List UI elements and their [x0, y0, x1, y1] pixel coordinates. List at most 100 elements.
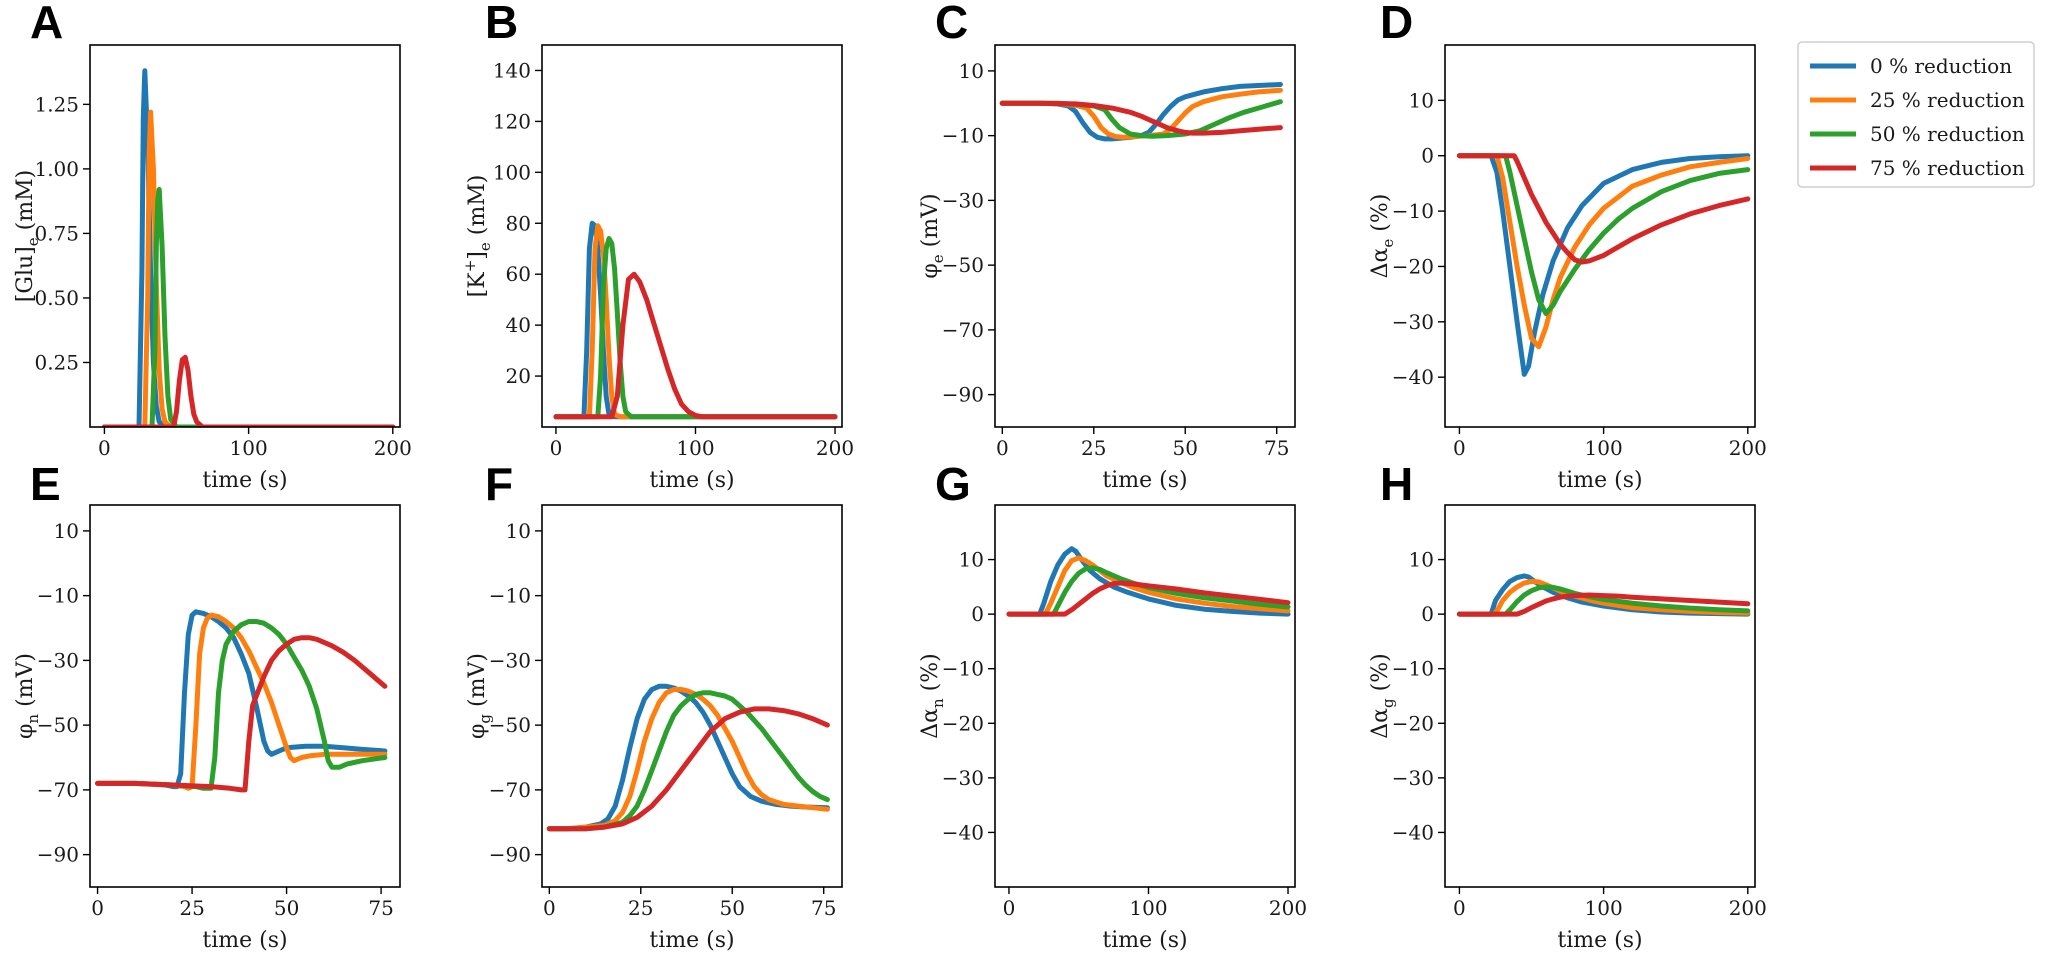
y-tick-label: 20: [506, 364, 531, 388]
x-tick-label: 0: [1453, 436, 1466, 460]
y-tick-label: −20: [1392, 254, 1434, 278]
series-line-75pct: [546, 706, 830, 832]
y-tick-label: 100: [493, 160, 531, 184]
x-axis-label: time (s): [202, 928, 287, 953]
y-tick-label: 10: [506, 519, 531, 543]
legend: 0 % reduction 25 % reduction 50 % reductio…: [1797, 41, 2035, 188]
y-tick-label: 0: [1421, 144, 1434, 168]
x-tick-label: 0: [550, 436, 563, 460]
y-tick-label: 1.25: [34, 92, 79, 116]
legend-entry: 0 % reduction: [1870, 54, 2012, 78]
x-tick-label: 25: [1081, 436, 1106, 460]
panel-letter: F: [485, 458, 513, 510]
x-tick-label: 200: [1729, 436, 1767, 460]
series-group: [1456, 153, 1751, 377]
x-tick-label: 100: [1129, 896, 1167, 920]
y-tick-label: −30: [1392, 766, 1434, 790]
panel-e: E 0 25 50 75 10 −10 −30 −50 −70 −90 time (s) φn (mV): [13, 458, 401, 953]
plot-frame: [89, 504, 401, 888]
plot-frame: [994, 44, 1296, 428]
y-tick-label: 0.50: [34, 286, 79, 310]
y-tick-label: 10: [1409, 88, 1434, 112]
y-tick-label: 10: [1409, 548, 1434, 572]
x-tick-label: 200: [1269, 896, 1307, 920]
y-tick-label: −30: [1392, 310, 1434, 334]
x-tick-label: 0: [543, 896, 556, 920]
y-tick-label: 60: [506, 262, 531, 286]
y-tick-label: 0: [971, 602, 984, 626]
plot-frame: [994, 504, 1296, 888]
y-tick-label: −50: [489, 713, 531, 737]
x-axis-label: time (s): [202, 468, 287, 493]
series-line-75pct: [95, 635, 388, 793]
series-line-50pct: [553, 236, 838, 420]
series-line-75pct: [101, 354, 396, 427]
y-tick-label: −30: [942, 188, 984, 212]
series-line-50pct: [1456, 153, 1751, 316]
y-axis-label: Δαg (%): [1368, 653, 1397, 738]
y-tick-label: −70: [489, 778, 531, 802]
x-axis-label: time (s): [1557, 928, 1642, 953]
y-tick-label: −70: [37, 778, 79, 802]
panel-letter: E: [30, 458, 61, 510]
x-tick-label: 0: [91, 896, 104, 920]
x-tick-label: 100: [676, 436, 714, 460]
series-line-50pct: [101, 187, 396, 427]
series-line-50pct: [1456, 584, 1751, 617]
y-tick-label: −20: [1392, 711, 1434, 735]
series-line-75pct: [1456, 153, 1751, 265]
series-group: [101, 68, 396, 427]
series-line-25pct: [546, 687, 830, 832]
series-group: [999, 82, 1283, 142]
x-tick-label: 25: [628, 896, 653, 920]
y-tick-label: −40: [1392, 820, 1434, 844]
x-tick-label: 50: [720, 896, 745, 920]
y-tick-label: −90: [489, 843, 531, 867]
panel-letter: D: [1380, 0, 1413, 48]
panel-letter: B: [485, 0, 518, 48]
x-axis-label: time (s): [649, 468, 734, 493]
y-tick-label: 40: [506, 313, 531, 337]
panel-b: B 0 100 200 20 40 60 80 100 120 140 time (s) [K+]e (…: [461, 0, 854, 493]
x-tick-label: 0: [1453, 896, 1466, 920]
y-axis-label: φe (mV): [918, 193, 947, 278]
series-line-75pct: [553, 271, 838, 420]
x-axis-label: time (s): [1102, 468, 1187, 493]
x-tick-label: 100: [1585, 436, 1623, 460]
x-tick-label: 75: [811, 896, 836, 920]
y-tick-label: −90: [37, 843, 79, 867]
series-group: [1456, 573, 1751, 617]
y-axis-label: [Glu]e (mM): [13, 170, 42, 302]
y-tick-label: −10: [37, 584, 79, 608]
y-axis-label: Δαe (%): [1368, 194, 1397, 279]
series-group: [546, 683, 830, 832]
y-tick-label: 0: [1421, 602, 1434, 626]
y-tick-label: 0.75: [34, 221, 79, 245]
series-line-25pct: [1456, 153, 1751, 350]
x-tick-label: 0: [1003, 896, 1016, 920]
y-tick-label: −30: [942, 766, 984, 790]
series-line-75pct: [999, 100, 1283, 136]
series-line-25pct: [95, 612, 388, 791]
y-axis-label: φn (mV): [13, 653, 42, 739]
y-tick-label: 80: [506, 211, 531, 235]
x-tick-label: 75: [1264, 436, 1289, 460]
y-axis-label: φg (mV): [465, 653, 494, 739]
series-line-75pct: [1456, 592, 1751, 617]
y-tick-label: −10: [942, 124, 984, 148]
plot-frame: [1444, 44, 1756, 428]
legend-entry: 75 % reduction: [1870, 156, 2025, 180]
series-line-0pct: [1456, 153, 1751, 377]
plot-frame: [541, 44, 843, 428]
x-tick-label: 25: [179, 896, 204, 920]
y-tick-label: −30: [489, 648, 531, 672]
x-tick-label: 200: [816, 436, 854, 460]
panel-c: C 0 25 50 75 10 −10 −30 −50 −70 −90 time (s) φe (mV): [918, 0, 1296, 493]
plot-frame: [89, 44, 401, 428]
series-line-50pct: [1006, 565, 1291, 617]
panel-f: F 0 25 50 75 10 −10 −30 −50 −70 −90 time (s) φg (mV): [465, 458, 843, 953]
